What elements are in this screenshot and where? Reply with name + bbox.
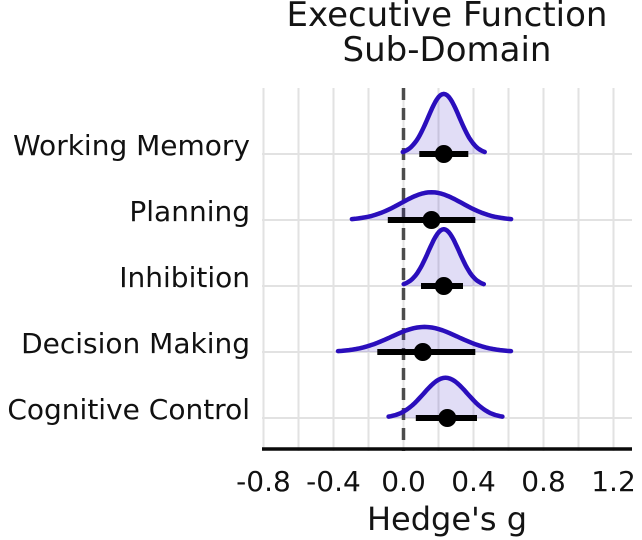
x-axis-label: Hedge's g <box>366 500 527 538</box>
chart-title-line1: Executive Function <box>286 0 608 35</box>
density-curve-inhibition <box>401 226 487 287</box>
point-estimate-decision-making <box>413 343 432 361</box>
density-fill-cognitive-control <box>388 377 503 418</box>
density-fill-inhibition <box>403 229 484 286</box>
density-curve-cognitive-control <box>386 375 505 419</box>
density-curve-planning <box>349 190 514 222</box>
density-fill-working-memory <box>402 93 485 154</box>
point-estimate-cognitive-control <box>438 409 457 427</box>
density-curve-working-memory <box>400 91 487 155</box>
density-fill-planning <box>351 192 512 220</box>
y-axis-label-planning: Planning <box>129 195 250 228</box>
x-tick-label--0p8: -0.8 <box>236 465 291 498</box>
x-tick-label-1p2: 1.2 <box>591 465 636 498</box>
point-estimate-inhibition <box>434 277 453 295</box>
x-tick-label-0p8: 0.8 <box>521 465 566 498</box>
y-axis-label-cognitive-control: Cognitive Control <box>7 393 250 426</box>
x-tick-label-0p4: 0.4 <box>451 465 496 498</box>
chart-title-line2: Sub-Domain <box>342 30 552 70</box>
y-axis-label-working-memory: Working Memory <box>13 129 250 162</box>
point-estimate-working-memory <box>434 145 453 163</box>
density-fill-decision-making <box>338 326 511 352</box>
y-axis-label-inhibition: Inhibition <box>119 261 250 294</box>
x-tick-label--0p4: -0.4 <box>306 465 361 498</box>
point-estimate-planning <box>422 211 441 229</box>
chart-title: Executive Function Sub-Domain <box>252 0 642 68</box>
density-curve-decision-making <box>335 324 514 354</box>
x-tick-label-0p0: 0.0 <box>381 465 426 498</box>
y-axis-label-decision-making: Decision Making <box>21 327 250 360</box>
plot-area <box>262 88 632 451</box>
